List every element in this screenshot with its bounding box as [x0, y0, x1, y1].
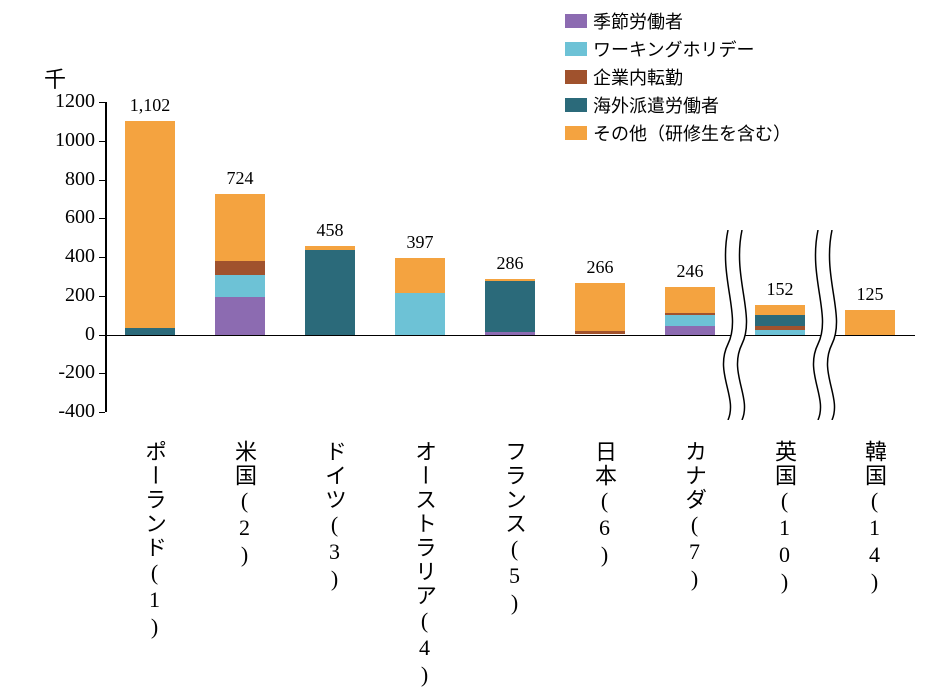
ytick-label: -200	[39, 361, 95, 384]
bar-segment-posted	[755, 315, 805, 326]
legend-label: 季節労働者	[593, 8, 683, 34]
legend-label: 海外派遣労働者	[593, 92, 719, 118]
bar-total-label: 724	[200, 168, 280, 189]
bar-segment-other	[215, 194, 265, 261]
bar-segment-other	[305, 246, 355, 250]
ytick-label: 600	[39, 206, 95, 229]
bar-total-label: 1,102	[110, 95, 190, 116]
bar-total-label: 125	[830, 284, 910, 305]
bar-segment-working_holiday	[665, 315, 715, 326]
legend-label: 企業内転勤	[593, 64, 683, 90]
legend-swatch	[565, 98, 587, 112]
bar-segment-other	[845, 310, 895, 334]
bar-segment-other	[125, 121, 175, 328]
legend-item: その他（研修生を含む）	[565, 120, 791, 146]
x-category-label: オーストラリア(4)	[408, 440, 440, 689]
ytick-label: 200	[39, 284, 95, 307]
ytick-mark	[99, 141, 105, 142]
x-category-label: フランス(5)	[498, 440, 530, 617]
bar-total-label: 246	[650, 261, 730, 282]
bar-total-label: 152	[740, 279, 820, 300]
x-category-label: 日本(6)	[588, 440, 620, 569]
ytick-label: 0	[39, 323, 95, 346]
ytick-mark	[99, 373, 105, 374]
legend-swatch	[565, 70, 587, 84]
bar-segment-intra_company	[755, 326, 805, 330]
x-category-label: 韓国(14)	[858, 440, 890, 596]
bar-segment-intra_company	[215, 261, 265, 276]
legend-item: ワーキングホリデー	[565, 36, 791, 62]
bar-segment-other	[755, 305, 805, 315]
bar-segment-posted	[485, 281, 535, 331]
ytick-label: 400	[39, 245, 95, 268]
ytick-mark	[99, 102, 105, 103]
legend-label: その他（研修生を含む）	[593, 120, 791, 146]
x-category-label: カナダ(7)	[678, 440, 710, 593]
bar-segment-intra_company	[665, 313, 715, 315]
x-axis	[105, 335, 915, 337]
bar-segment-working_holiday	[215, 275, 265, 296]
x-category-label: 米国(2)	[228, 440, 260, 569]
bar-segment-other	[665, 287, 715, 313]
ytick-mark	[99, 180, 105, 181]
ytick-label: 1000	[39, 129, 95, 152]
x-category-label: 英国(10)	[768, 440, 800, 596]
bar-total-label: 397	[380, 232, 460, 253]
bar-total-label: 266	[560, 257, 640, 278]
ytick-mark	[99, 257, 105, 258]
ytick-mark	[99, 412, 105, 413]
bar-segment-other	[575, 283, 625, 331]
bar-total-label: 458	[290, 220, 370, 241]
bar-segment-seasonal	[485, 332, 535, 335]
ytick-label: -400	[39, 400, 95, 423]
legend: 季節労働者ワーキングホリデー企業内転勤海外派遣労働者その他（研修生を含む）	[565, 8, 791, 148]
ytick-mark	[99, 335, 105, 336]
legend-item: 企業内転勤	[565, 64, 791, 90]
bar-segment-other	[395, 258, 445, 293]
bar-segment-other	[485, 279, 535, 281]
bar-segment-working_holiday	[755, 330, 805, 335]
x-category-label: ポーランド(1)	[138, 440, 170, 641]
bar-segment-seasonal	[215, 297, 265, 335]
legend-swatch	[565, 14, 587, 28]
legend-label: ワーキングホリデー	[593, 36, 754, 62]
legend-swatch	[565, 42, 587, 56]
legend-item: 海外派遣労働者	[565, 92, 791, 118]
bar-segment-posted	[305, 250, 355, 334]
bar-total-label: 286	[470, 253, 550, 274]
bar-segment-posted	[125, 328, 175, 335]
axis-break	[810, 230, 840, 420]
y-axis	[105, 102, 107, 412]
bar-segment-seasonal	[665, 326, 715, 335]
ytick-mark	[99, 218, 105, 219]
ytick-label: 800	[39, 168, 95, 191]
legend-swatch	[565, 126, 587, 140]
ytick-mark	[99, 296, 105, 297]
x-category-label: ドイツ(3)	[318, 440, 350, 593]
bar-segment-working_holiday	[395, 293, 445, 335]
ytick-label: 1200	[39, 90, 95, 113]
stacked-bar-chart: 千季節労働者ワーキングホリデー企業内転勤海外派遣労働者その他（研修生を含む）-4…	[0, 0, 932, 656]
axis-break	[720, 230, 750, 420]
legend-item: 季節労働者	[565, 8, 791, 34]
bar-segment-intra_company	[575, 331, 625, 334]
